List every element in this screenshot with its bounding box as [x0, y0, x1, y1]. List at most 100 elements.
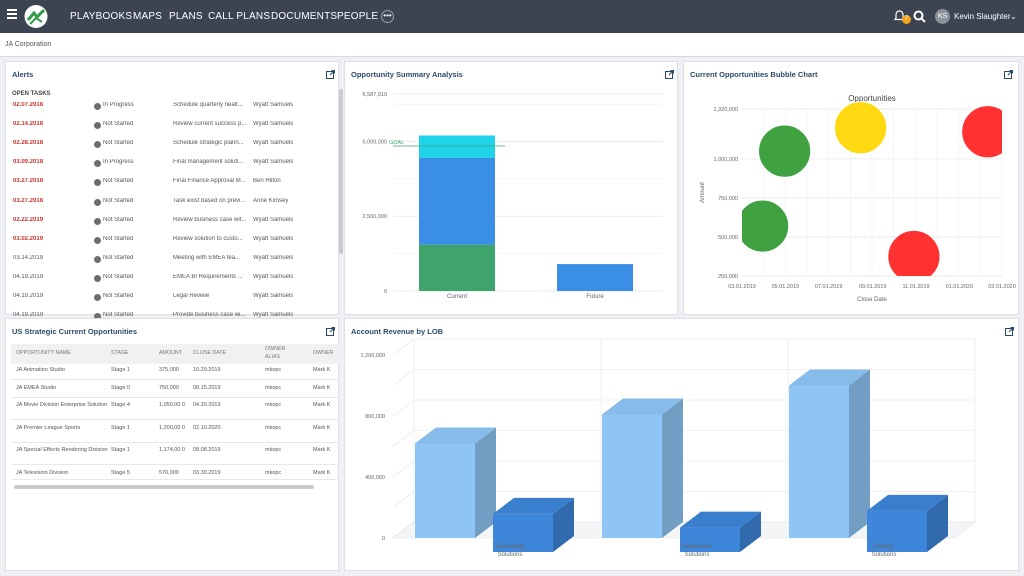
alerts-scrollbar[interactable]	[339, 89, 343, 254]
alert-row[interactable]: 03.02.2019 Not Started Review solution to …	[6, 236, 336, 255]
alert-row[interactable]: 02.28.2018 Not Started Schedule strategic …	[6, 140, 336, 159]
alert-row[interactable]: 03.27.2018 Not Started Task exist based on…	[6, 198, 336, 217]
bubble-chart-panel: Current Opportunities Bubble Chart 250,0…	[683, 61, 1019, 315]
stage-cell: Stage 4	[111, 402, 130, 408]
alert-task-link[interactable]: Legal Review	[173, 293, 210, 299]
alert-task-link[interactable]: Schedule quarterly healt...	[173, 102, 243, 108]
x-tick-label: 03.01.2019	[728, 284, 756, 290]
column-header[interactable]: OWNER	[313, 350, 334, 356]
alert-task-link[interactable]: Provide business case wi...	[173, 312, 246, 319]
status-indicator-icon	[94, 255, 101, 263]
alert-status: In Progress	[103, 102, 134, 108]
alert-row[interactable]: 03.14.2019 Not Started Meeting with EMEA t…	[6, 255, 336, 274]
external-link-icon[interactable]	[1005, 327, 1014, 336]
alert-task-link[interactable]: Review business case wit...	[173, 216, 247, 223]
y-tick-label: 500,000	[718, 235, 738, 241]
alert-row[interactable]: 02.22.2019 Not Started Review business cas…	[6, 217, 336, 236]
status-indicator-icon	[94, 274, 101, 282]
status-indicator-icon	[94, 313, 101, 321]
alert-task-link[interactable]: Review current success p...	[173, 121, 247, 128]
alert-task-link[interactable]: Final Finance Approval M...	[173, 178, 246, 185]
opportunity-name-link[interactable]: JA Special Effects Rendering Division	[16, 447, 108, 453]
alert-task-link[interactable]: Schedule strategic plann...	[173, 140, 244, 147]
bar-top-face	[602, 398, 683, 415]
alert-task-link[interactable]: Review solution to custo...	[173, 235, 243, 242]
alert-due-date: 04.19.2019	[13, 293, 44, 299]
alert-task-link[interactable]: Task exist based on previ...	[173, 197, 246, 204]
user-name[interactable]: Kevin Slaughter	[954, 12, 1011, 21]
nav-documents[interactable]: DOCUMENTS	[271, 11, 338, 22]
nav-call-plans[interactable]: CALL PLANS	[208, 11, 271, 22]
table-row[interactable]: JA Television Division Stage 5 570,000 03.3…	[11, 467, 339, 480]
table-row[interactable]: JA Premier League Sports Stage 1 1,200,00 …	[11, 422, 339, 443]
opportunity-name-link[interactable]: JA Animation Studio	[16, 367, 65, 373]
column-header[interactable]: OWNER ALIAS	[265, 346, 286, 360]
alert-row[interactable]: 03.27.2018 Not Started Final Finance Appro…	[6, 178, 336, 197]
search-icon[interactable]	[913, 10, 926, 23]
alert-due-date: 02.07.2018	[13, 102, 44, 108]
alert-status: Not Started	[103, 293, 134, 299]
bar-front-face	[867, 510, 927, 552]
opportunity-name-link[interactable]: JA EMEA Studio	[16, 384, 57, 391]
table-row[interactable]: JA EMEA Studio Stage 0 750,000 08.15.2019 mk…	[11, 382, 339, 398]
external-link-icon[interactable]	[326, 70, 335, 79]
nav-people[interactable]: PEOPLE	[337, 11, 379, 22]
close-date-cell: 08.08.2019	[193, 447, 221, 453]
table-row[interactable]: JA Animation Studio Stage 1 375,000 10.29.2…	[11, 364, 339, 380]
alert-row[interactable]: 02.07.2018 In Progress Schedule quarterly …	[6, 102, 336, 121]
opportunity-name-link[interactable]: JA Premier League Sports	[16, 424, 81, 431]
y-tick-label: 250,000	[718, 274, 738, 280]
app-logo[interactable]	[22, 4, 50, 29]
bar-front-face	[415, 443, 475, 538]
alert-task-link[interactable]: Final management soluti...	[173, 159, 244, 166]
x-tick-label: 11.01.2019	[902, 284, 929, 290]
owner-cell: Mark K	[313, 384, 331, 391]
alert-row[interactable]: 02.14.2018 Not Started Review current succ…	[6, 121, 336, 140]
y-tick-label: 1,200,000	[361, 353, 385, 359]
alert-status: Not Started	[103, 273, 134, 280]
alert-task-link[interactable]: EMEA BI Requirements ...	[173, 273, 243, 280]
alert-due-date: 03.27.2018	[13, 197, 44, 204]
bar-top-face	[415, 427, 496, 444]
status-indicator-icon	[94, 236, 101, 244]
alert-row[interactable]: 04.19.2019 Not Started Legal Review Wyatt S…	[6, 293, 336, 312]
nav-playbooks[interactable]: PLAYBOOKS	[70, 11, 133, 22]
gridline	[392, 338, 415, 356]
nav-plans[interactable]: PLANS	[169, 11, 203, 22]
amount-cell: 375,000	[159, 367, 179, 373]
opportunity-name-link[interactable]: JA Movie Division Enterprise Solution	[16, 402, 108, 408]
nav-maps[interactable]: MAPS	[133, 11, 163, 22]
x-category-label: Solutions	[872, 552, 897, 558]
stage-cell: Stage 1	[111, 447, 130, 453]
external-link-icon[interactable]	[326, 327, 335, 336]
bar-side-face	[740, 511, 761, 552]
alert-row[interactable]: 04.19.2019 Not Started EMEA BI Requirement…	[6, 274, 336, 293]
column-header[interactable]: OPPORTUNITY NAME	[16, 350, 71, 356]
breadcrumb[interactable]: JA Corporation	[5, 41, 52, 48]
alert-row[interactable]: 04.19.2019 Not Started Provide business ca…	[6, 312, 336, 331]
table-row[interactable]: JA Movie Division Enterprise Solution Sta…	[11, 399, 339, 420]
chevron-down-icon[interactable]: ⌄	[1010, 12, 1017, 21]
alert-task-link[interactable]: Meeting with EMEA tea...	[173, 254, 241, 261]
alert-row[interactable]: 03.09.2018 In Progress Final management so…	[6, 159, 336, 178]
table-horizontal-scrollbar[interactable]	[14, 485, 314, 489]
external-link-icon[interactable]	[1004, 70, 1013, 79]
owner-alias-cell: mkopc	[265, 367, 282, 373]
x-tick-label: 01.01.2020	[946, 284, 974, 290]
external-link-icon[interactable]	[665, 70, 674, 79]
user-avatar[interactable]: KS	[935, 9, 950, 24]
bar-side-face	[927, 494, 948, 552]
status-indicator-icon	[94, 217, 101, 225]
more-menu-button[interactable]: •••	[381, 10, 394, 23]
opportunity-name-link[interactable]: JA Television Division	[16, 469, 69, 476]
alert-status: Not Started	[103, 140, 134, 147]
column-header[interactable]: AMOUNT	[159, 350, 182, 356]
bar-front-face	[493, 513, 553, 552]
status-indicator-icon	[94, 294, 101, 301]
column-header[interactable]: CLOSE DATE	[193, 350, 227, 356]
alert-owner: Wyatt Samuels	[253, 121, 294, 128]
hamburger-menu-icon[interactable]	[7, 9, 17, 19]
notification-bell-icon[interactable]: 7	[893, 9, 911, 24]
column-header[interactable]: STAGE	[111, 350, 129, 356]
table-row[interactable]: JA Special Effects Rendering Division Sta…	[11, 444, 339, 465]
